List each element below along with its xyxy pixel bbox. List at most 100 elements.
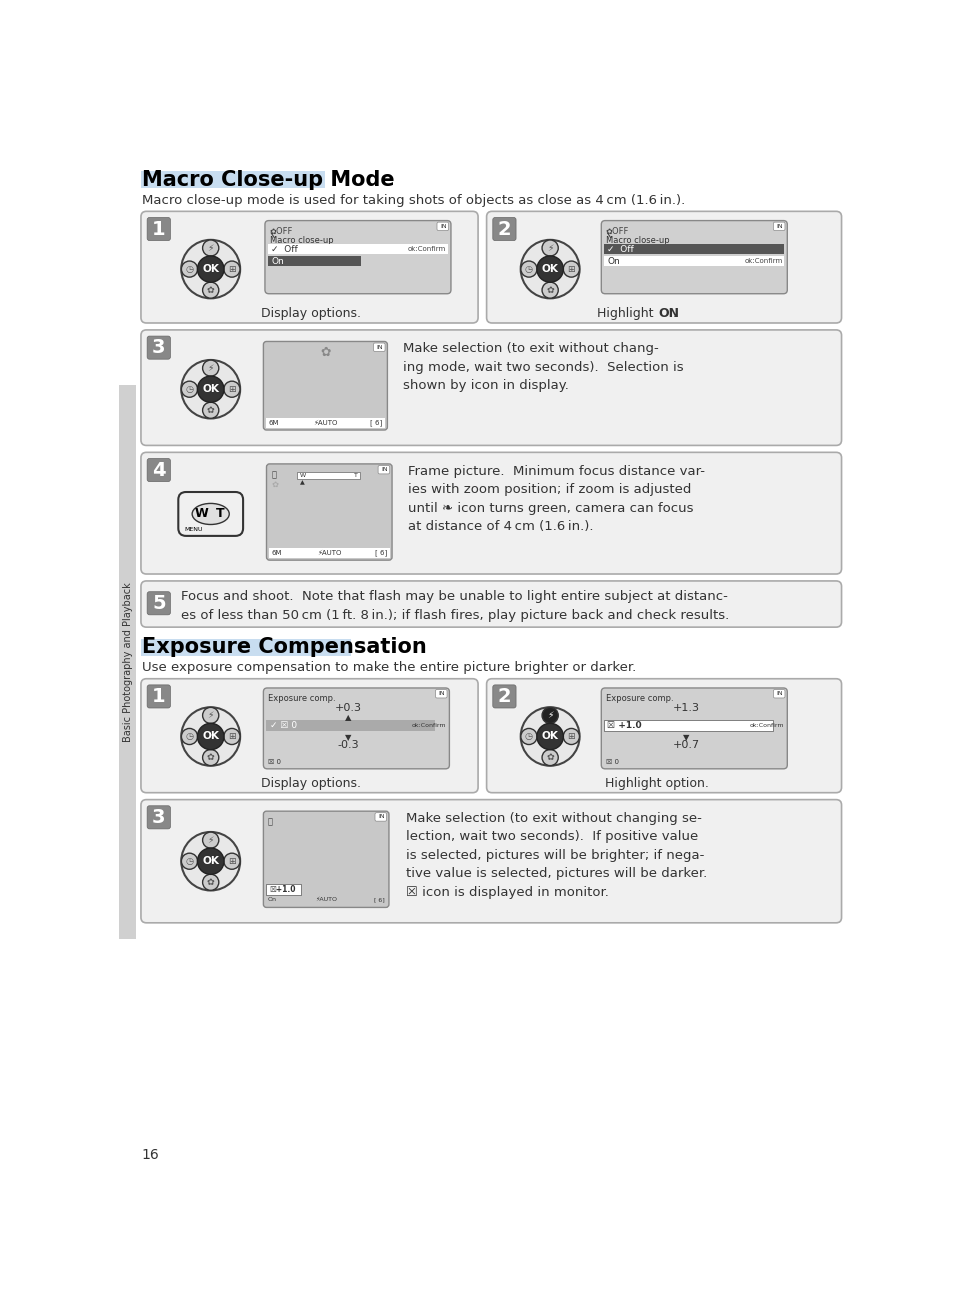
FancyBboxPatch shape <box>147 218 171 240</box>
Circle shape <box>181 728 197 744</box>
Circle shape <box>202 403 218 419</box>
Text: [ 6]: [ 6] <box>375 550 387 556</box>
Text: ☒ 0: ☒ 0 <box>268 758 281 765</box>
Text: Frame picture.  Minimum focus distance var-
ies with zoom position; if zoom is a: Frame picture. Minimum focus distance va… <box>408 464 704 533</box>
Text: Display options.: Display options. <box>261 777 361 790</box>
Text: 16: 16 <box>141 1148 158 1161</box>
FancyBboxPatch shape <box>141 453 841 575</box>
FancyBboxPatch shape <box>147 592 171 615</box>
Text: ON: ON <box>658 307 679 320</box>
Text: IN: IN <box>439 224 446 228</box>
Text: Exposure comp.: Exposure comp. <box>268 694 335 703</box>
Text: ⊞: ⊞ <box>228 384 235 394</box>
Text: W: W <box>194 508 208 521</box>
Text: ⊞: ⊞ <box>567 265 575 274</box>
Text: ⚡: ⚡ <box>546 244 553 252</box>
Text: Highlight: Highlight <box>596 307 657 320</box>
Text: 3: 3 <box>152 808 166 827</box>
Bar <box>604 256 783 266</box>
FancyBboxPatch shape <box>141 678 477 792</box>
Text: 6M: 6M <box>271 550 281 556</box>
Text: ▲: ▲ <box>345 712 352 722</box>
Text: ok:Confirm: ok:Confirm <box>408 247 446 252</box>
Text: Make selection (to exit without changing se-
lection, wait two seconds).  If pos: Make selection (to exit without changing… <box>406 812 706 899</box>
Circle shape <box>520 261 537 277</box>
Text: ✿: ✿ <box>271 480 278 489</box>
Circle shape <box>520 240 579 298</box>
Text: ⚡: ⚡ <box>207 711 213 720</box>
Text: 3: 3 <box>152 338 166 357</box>
Text: Macro close-up mode is used for taking shots of objects as close as 4 cm (1.6 in: Macro close-up mode is used for taking s… <box>142 194 685 207</box>
Circle shape <box>181 707 240 766</box>
Circle shape <box>537 723 563 749</box>
FancyBboxPatch shape <box>266 464 392 560</box>
Text: ☒+1.0: ☒+1.0 <box>269 886 295 895</box>
Circle shape <box>181 382 197 398</box>
Text: ◷: ◷ <box>524 732 533 741</box>
Circle shape <box>181 359 240 419</box>
Text: -0.3: -0.3 <box>337 740 359 750</box>
Text: Macro close-up: Macro close-up <box>605 236 669 245</box>
Text: OK: OK <box>202 384 219 394</box>
FancyBboxPatch shape <box>147 806 171 829</box>
FancyBboxPatch shape <box>147 336 171 359</box>
Circle shape <box>520 707 579 766</box>
Text: 5: 5 <box>152 594 166 613</box>
Text: ⚡: ⚡ <box>207 836 213 845</box>
Circle shape <box>202 240 218 256</box>
Text: Highlight option.: Highlight option. <box>604 777 708 790</box>
FancyBboxPatch shape <box>436 222 448 231</box>
Circle shape <box>202 749 218 766</box>
Text: On: On <box>607 257 619 265</box>
Circle shape <box>562 728 578 744</box>
Text: 4: 4 <box>152 461 166 480</box>
FancyBboxPatch shape <box>375 812 386 821</box>
Text: IN: IN <box>377 815 384 820</box>
Text: ▼: ▼ <box>682 733 689 743</box>
Bar <box>604 244 783 255</box>
Circle shape <box>202 707 218 723</box>
Text: ◷: ◷ <box>185 265 193 274</box>
Circle shape <box>197 848 224 874</box>
Bar <box>268 244 447 255</box>
Text: 📷: 📷 <box>271 470 275 479</box>
Text: +1.3: +1.3 <box>673 703 700 714</box>
FancyBboxPatch shape <box>435 690 447 698</box>
FancyBboxPatch shape <box>263 811 389 908</box>
FancyBboxPatch shape <box>600 687 786 769</box>
Text: Exposure Compensation: Exposure Compensation <box>142 638 427 657</box>
Circle shape <box>202 832 218 848</box>
Text: 1: 1 <box>152 219 166 239</box>
FancyBboxPatch shape <box>147 458 171 482</box>
Circle shape <box>202 282 218 298</box>
Text: OK: OK <box>202 857 219 866</box>
Text: ▲: ▲ <box>299 480 304 485</box>
Bar <box>119 384 136 939</box>
Text: .: . <box>672 307 676 320</box>
Text: ◷: ◷ <box>185 384 193 394</box>
FancyBboxPatch shape <box>178 492 243 535</box>
Text: 2: 2 <box>497 687 511 706</box>
Text: 6M: 6M <box>268 420 278 425</box>
Text: 📷: 📷 <box>268 817 273 827</box>
Circle shape <box>224 261 240 277</box>
FancyBboxPatch shape <box>486 211 841 323</box>
FancyBboxPatch shape <box>493 685 516 708</box>
FancyBboxPatch shape <box>773 690 784 698</box>
FancyBboxPatch shape <box>265 220 451 294</box>
Bar <box>268 256 360 266</box>
Circle shape <box>537 256 563 282</box>
Circle shape <box>562 261 578 277</box>
Bar <box>297 471 360 479</box>
Text: OK: OK <box>541 732 558 741</box>
Text: ✓  Off: ✓ Off <box>607 244 634 253</box>
Text: ok:Confirm: ok:Confirm <box>743 258 781 264</box>
Text: ⊞: ⊞ <box>228 265 235 274</box>
Text: ✿: ✿ <box>320 346 331 358</box>
Text: ✿: ✿ <box>207 753 214 762</box>
FancyBboxPatch shape <box>263 341 387 430</box>
Bar <box>266 417 385 428</box>
Text: ⚡: ⚡ <box>546 711 553 720</box>
Text: ◷: ◷ <box>185 732 193 741</box>
Bar <box>266 884 300 895</box>
